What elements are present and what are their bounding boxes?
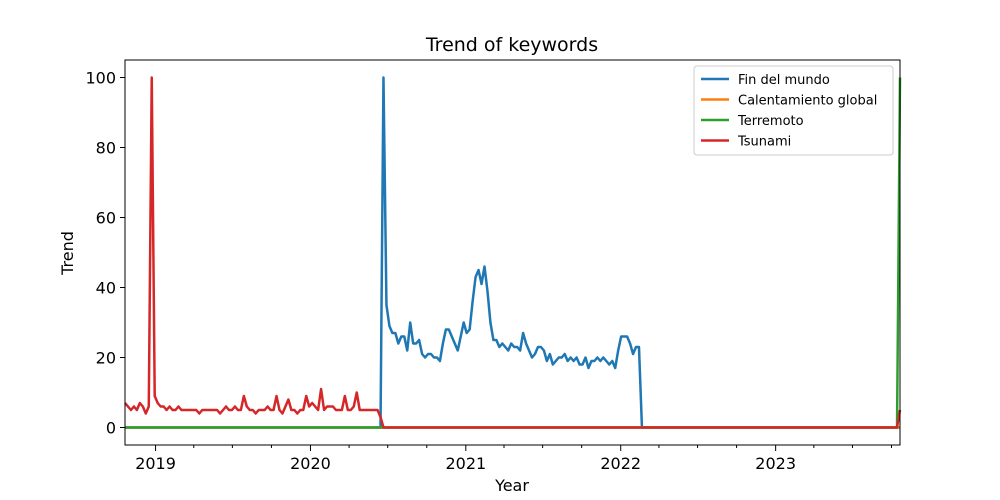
- series-line-0: [125, 76, 900, 429]
- x-tick-label-3: 2022: [600, 454, 641, 473]
- x-tick-label-0: 2019: [135, 454, 176, 473]
- legend-label-0: Fin del mundo: [738, 73, 830, 88]
- x-axis-label: Year: [494, 476, 529, 495]
- y-tick-label-3: 60: [96, 209, 116, 228]
- chart-title: Trend of keywords: [425, 34, 598, 56]
- x-tick-label-1: 2020: [290, 454, 331, 473]
- series-layer: [124, 76, 902, 429]
- legend-box: [693, 65, 894, 156]
- axes-layer: [124, 59, 901, 446]
- y-tick-label-1: 20: [96, 349, 116, 368]
- legend-label-1: Calentamiento global: [738, 94, 877, 109]
- plot-frame: [124, 59, 901, 446]
- y-tick-label-0: 0: [106, 419, 116, 438]
- legend: Fin del mundo Calentamiento global Terremo…: [693, 65, 894, 156]
- y-tick-label-5: 100: [85, 69, 116, 88]
- series-line-3: [124, 76, 902, 429]
- x-tick-label-2: 2021: [445, 454, 486, 473]
- legend-label-3: Tsunami: [737, 135, 791, 150]
- x-tick-label-4: 2023: [755, 454, 796, 473]
- y-tick-label-4: 80: [96, 139, 116, 158]
- ticks-layer: 0 20 40 60 80 100 2019 2020 2021 2022 2023: [85, 69, 893, 473]
- y-axis-label: Trend: [58, 231, 77, 276]
- y-tick-label-2: 40: [96, 279, 116, 298]
- legend-label-2: Terremoto: [737, 114, 804, 129]
